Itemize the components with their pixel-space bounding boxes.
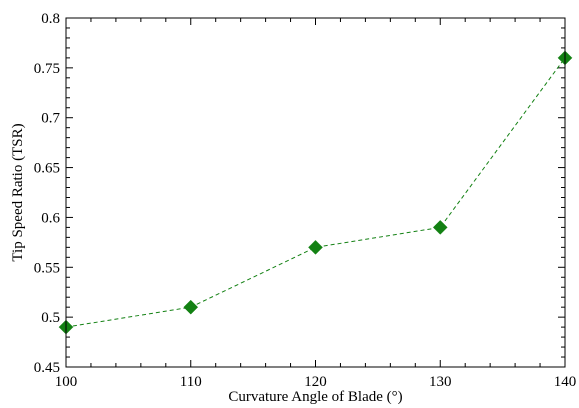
data-point-diamond bbox=[308, 239, 323, 255]
y-tick-label: 0.65 bbox=[34, 161, 60, 177]
y-tick-label: 0.6 bbox=[41, 210, 60, 226]
x-tick-label: 130 bbox=[429, 374, 452, 390]
y-tick-label: 0.7 bbox=[41, 111, 60, 127]
axis-ticks bbox=[65, 17, 566, 368]
series-line bbox=[65, 57, 566, 328]
x-tick-label: 140 bbox=[554, 374, 577, 390]
y-tick-label: 0.75 bbox=[34, 61, 60, 77]
data-point-diamond bbox=[432, 220, 448, 235]
series-layer bbox=[58, 50, 573, 335]
tick-labels: 100 110 120 130 140 0.45 0.5 0.55 0.6 0.65 0.7 0.75… bbox=[34, 11, 577, 390]
y-tick-label: 0.55 bbox=[34, 260, 60, 276]
data-point-diamond bbox=[183, 299, 199, 315]
x-axis-title: Curvature Angle of Blade (°) bbox=[228, 389, 402, 405]
y-tick-label: 0.5 bbox=[41, 310, 60, 326]
x-tick-label: 110 bbox=[180, 374, 202, 390]
y-tick-label: 0.8 bbox=[41, 11, 60, 27]
plot-frame bbox=[65, 17, 566, 368]
y-tick-label: 0.45 bbox=[34, 360, 60, 376]
y-axis-title: Tip Speed Ratio (TSR) bbox=[10, 123, 26, 261]
x-tick-label: 120 bbox=[304, 374, 327, 390]
x-tick-label: 100 bbox=[55, 374, 78, 390]
